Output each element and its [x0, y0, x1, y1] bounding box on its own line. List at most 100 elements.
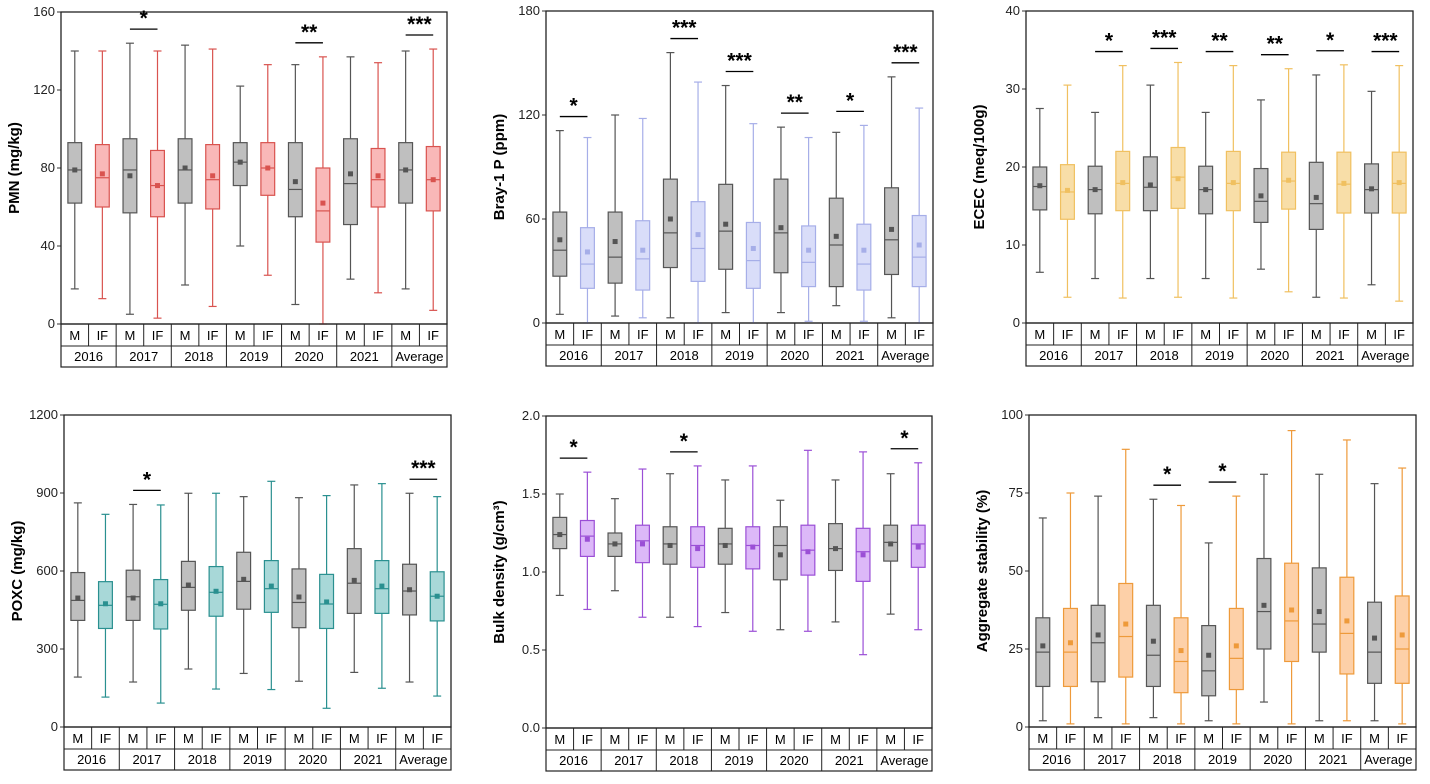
mean-marker: [210, 173, 216, 179]
group-label: M: [610, 327, 621, 342]
mean-marker: [695, 232, 701, 238]
group-label: IF: [207, 328, 219, 343]
group-label: IF: [1341, 731, 1353, 746]
group-label: IF: [1120, 731, 1132, 746]
mean-marker: [182, 165, 188, 171]
significance-stars: *: [570, 95, 579, 118]
box-IF-2020: [1284, 430, 1300, 725]
group-label: IF: [637, 732, 649, 747]
significance-stars: *: [1218, 460, 1227, 483]
mean-marker: [1369, 186, 1375, 192]
mean-marker: [1316, 609, 1322, 615]
y-tick-label: 50: [1009, 563, 1023, 578]
mean-marker: [1178, 648, 1184, 654]
group-label: IF: [100, 731, 112, 746]
group-label: IF: [1283, 327, 1295, 342]
y-tick-label: 600: [36, 563, 58, 578]
mean-marker: [1120, 180, 1126, 186]
mean-marker: [1258, 193, 1264, 199]
group-label: M: [1256, 327, 1267, 342]
category-label: 2021: [350, 349, 379, 364]
group-label: IF: [858, 327, 870, 342]
category-label: 2018: [188, 752, 217, 767]
group-label: M: [1369, 731, 1380, 746]
box-IF-2021: [370, 62, 386, 294]
group-label: M: [554, 327, 565, 342]
mean-marker: [667, 542, 673, 548]
y-tick-label: 0: [51, 719, 58, 734]
mean-marker: [640, 247, 646, 253]
box-IF-2016: [1062, 492, 1078, 725]
group-label: IF: [913, 327, 925, 342]
category-label: Average: [881, 348, 929, 363]
category-label: 2017: [1094, 348, 1123, 363]
category-label: 2016: [74, 349, 103, 364]
category-label: 2016: [1039, 348, 1068, 363]
category-label: 2018: [1153, 752, 1182, 767]
significance-stars: ***: [407, 13, 432, 36]
box-M-2016: [70, 502, 86, 678]
group-label: IF: [1228, 327, 1240, 342]
y-tick-label: 75: [1009, 485, 1023, 500]
box-M-2020: [772, 499, 788, 631]
box-IF-Average: [429, 496, 445, 697]
y-tick-label: 0.5: [522, 642, 540, 657]
box-IF-2021: [1336, 64, 1352, 299]
mean-marker: [722, 542, 728, 548]
category-label: 2020: [780, 348, 809, 363]
group-label: IF: [431, 731, 443, 746]
category-label: 2018: [669, 753, 698, 768]
category-label: 2019: [240, 349, 269, 364]
mean-marker: [155, 183, 160, 189]
group-label: IF: [1172, 327, 1184, 342]
box-iqr: [125, 569, 141, 621]
box-M-Average: [1367, 483, 1383, 722]
box-iqr: [690, 201, 706, 283]
mean-marker: [1175, 176, 1181, 182]
box-IF-2018: [205, 48, 221, 308]
mean-marker: [1095, 632, 1101, 638]
group-label: IF: [210, 731, 222, 746]
group-label: M: [830, 732, 841, 747]
mean-marker: [320, 200, 326, 206]
group-label: IF: [317, 328, 329, 343]
y-axis-label: Bulk density (g/cm³): [491, 500, 508, 643]
category-label: 2016: [559, 753, 588, 768]
box-iqr: [579, 227, 595, 289]
mean-marker: [1040, 643, 1046, 649]
mean-marker: [351, 577, 357, 583]
group-label: M: [1037, 731, 1048, 746]
category-label: 2021: [835, 753, 864, 768]
box-M-Average: [884, 76, 900, 319]
mean-marker: [806, 247, 812, 253]
box-M-2019: [236, 496, 252, 675]
mean-marker: [1230, 180, 1236, 186]
group-label: IF: [376, 731, 388, 746]
group-label: IF: [1175, 731, 1187, 746]
y-tick-label: 100: [1001, 407, 1023, 422]
box-M-2018: [1142, 84, 1158, 280]
box-IF-Average: [425, 48, 441, 311]
box-iqr: [1173, 617, 1189, 694]
y-axis-label: ECEC (meq/100g): [971, 104, 988, 229]
box-IF-2016: [579, 471, 595, 611]
box-M-2021: [1311, 473, 1327, 722]
mean-marker: [1064, 187, 1070, 193]
group-label: M: [1034, 327, 1045, 342]
mean-marker: [237, 159, 243, 165]
category-label: 2017: [614, 753, 643, 768]
mean-marker: [1203, 187, 1209, 193]
box-iqr: [1394, 595, 1410, 684]
category-label: 2016: [1042, 752, 1071, 767]
mean-marker: [1341, 180, 1347, 186]
mean-marker: [1289, 607, 1295, 613]
mean-marker: [127, 173, 133, 179]
box-M-2018: [180, 492, 196, 670]
box-M-2019: [718, 84, 734, 314]
mean-marker: [640, 541, 645, 547]
group-label: M: [404, 731, 415, 746]
y-tick-label: 10: [1006, 237, 1020, 252]
box-M-2020: [291, 497, 307, 682]
